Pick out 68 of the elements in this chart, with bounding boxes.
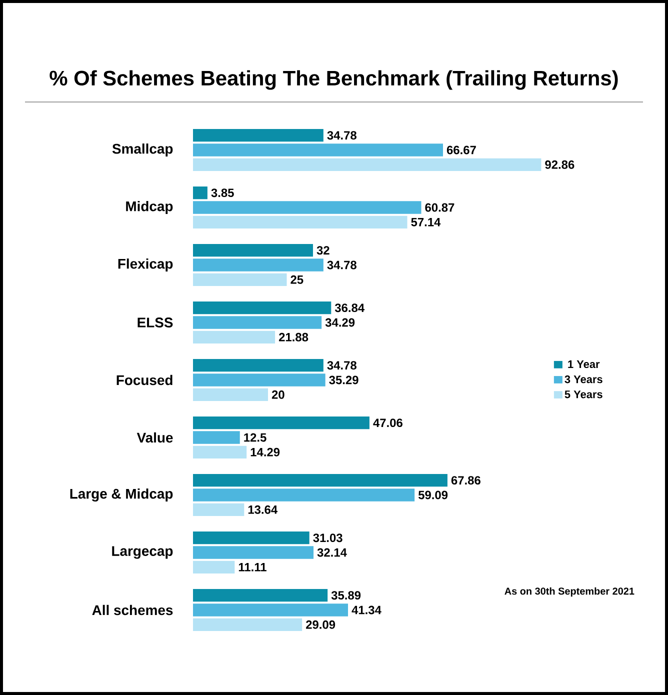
data-label: 20 [272, 390, 284, 399]
data-label: 35.29 [329, 376, 358, 384]
bar [193, 503, 244, 516]
bar [193, 374, 326, 386]
bar [193, 216, 408, 228]
data-label: 41.34 [352, 606, 382, 614]
bar [193, 560, 235, 574]
data-label: 67.86 [451, 476, 480, 485]
bar [193, 532, 310, 544]
bar [193, 273, 287, 286]
y-tick-label: Value [136, 432, 173, 443]
bar [193, 589, 328, 602]
bar [193, 446, 247, 458]
data-label: 31.03 [313, 534, 342, 542]
data-label: 34.78 [327, 260, 356, 270]
y-tick-label: Midcap [126, 200, 173, 214]
bar [193, 316, 322, 329]
data-label: 35.89 [331, 591, 361, 600]
legend-label: 3 Years [564, 375, 602, 384]
data-label: 14.29 [250, 448, 280, 456]
data-label: 34.78 [327, 131, 356, 140]
data-label: 32 [316, 246, 330, 255]
bar [193, 144, 443, 156]
bar [193, 129, 324, 142]
bar [193, 618, 302, 631]
bar [193, 388, 268, 401]
y-tick-label: Largecap [112, 546, 173, 559]
bar [193, 186, 208, 200]
bar [193, 604, 348, 616]
bar [193, 158, 542, 171]
y-tick-label: Smallcap [112, 143, 173, 156]
data-label: 29.09 [306, 620, 336, 629]
data-label: 21.88 [278, 332, 308, 342]
bar [193, 359, 324, 372]
bar [193, 258, 324, 272]
data-label: 66.67 [446, 146, 476, 154]
y-tick-label: Focused [116, 374, 172, 386]
legend-label: 5 Years [564, 390, 602, 398]
data-label: 59.09 [418, 490, 448, 500]
data-label: 25 [290, 275, 304, 284]
y-tick-label: Large & Midcap [70, 488, 173, 502]
data-label: 92.86 [545, 160, 574, 169]
data-label: 47.06 [373, 418, 402, 428]
data-label: 57.14 [411, 218, 441, 226]
data-label: 32.14 [317, 548, 347, 557]
data-label: 60.87 [425, 203, 454, 212]
data-label: 34.29 [325, 318, 355, 327]
bar [193, 431, 240, 444]
annotation: As on 30th September 2021 [504, 587, 634, 597]
bar [193, 416, 370, 430]
bar [193, 488, 415, 502]
data-label: 3.85 [211, 188, 234, 198]
legend-label: 1 Year [568, 360, 600, 368]
data-label: 12.5 [244, 433, 266, 442]
bar [193, 302, 332, 314]
bar [193, 201, 422, 214]
data-label: 34.78 [327, 361, 356, 370]
y-tick-label: Flexicap [118, 258, 173, 272]
chart-title: % Of Schemes Beating The Benchmark (Trailing Returns) [50, 70, 618, 90]
bar [193, 244, 313, 257]
y-tick-label: ELSS [138, 318, 173, 328]
data-label: 13.64 [248, 505, 278, 514]
bar [193, 546, 314, 559]
y-tick-label: All schemes [92, 604, 173, 616]
bar [193, 330, 276, 344]
data-label: 36.84 [334, 304, 364, 312]
data-label: 11.11 [238, 563, 266, 572]
bar [193, 474, 448, 487]
